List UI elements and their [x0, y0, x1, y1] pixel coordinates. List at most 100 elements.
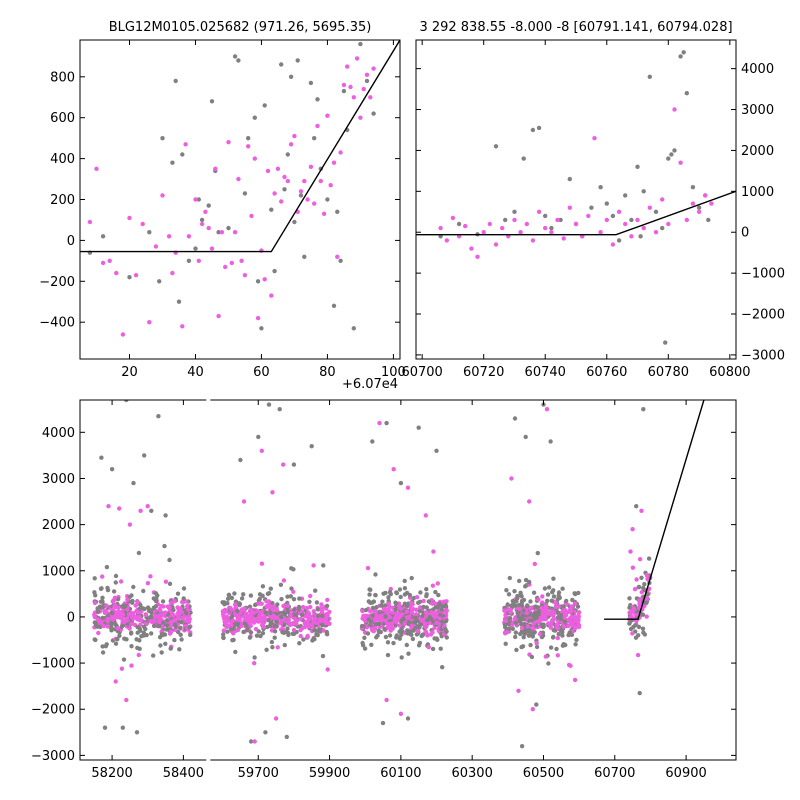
data-point-gray — [162, 543, 167, 549]
data-point-magenta — [229, 619, 234, 625]
data-point-gray — [560, 629, 565, 635]
data-point-magenta — [348, 84, 353, 90]
data-point-gray — [435, 605, 440, 610]
y-tick-label: −2000 — [31, 703, 75, 718]
data-point-gray — [233, 649, 238, 655]
y-tick-label: −2000 — [741, 308, 785, 323]
data-point-gray — [506, 621, 511, 627]
data-point-gray — [284, 629, 289, 634]
data-point-gray — [134, 730, 140, 735]
data-point-gray — [520, 613, 525, 618]
data-point-gray — [279, 62, 284, 67]
data-point-gray — [424, 605, 429, 610]
data-point-magenta — [432, 625, 437, 631]
data-point-gray — [100, 650, 106, 655]
data-point-gray — [247, 635, 253, 640]
data-point-magenta — [311, 609, 316, 614]
data-point-magenta — [180, 600, 186, 605]
data-point-magenta — [236, 176, 241, 182]
data-point-gray — [151, 623, 157, 629]
data-point-gray — [258, 633, 263, 639]
data-point-gray — [443, 619, 449, 624]
data-point-gray — [179, 637, 184, 642]
data-point-magenta — [232, 230, 238, 235]
data-point-gray — [402, 578, 407, 584]
data-point-gray — [109, 467, 115, 472]
x-tick-label: 60700 — [594, 766, 635, 781]
data-point-gray — [368, 600, 373, 605]
data-point-magenta — [138, 508, 143, 513]
data-point-magenta — [115, 626, 121, 631]
data-point-gray — [288, 74, 294, 80]
data-point-magenta — [402, 621, 407, 627]
data-point-magenta — [632, 587, 638, 592]
data-point-gray — [530, 127, 536, 133]
data-point-gray — [681, 50, 686, 55]
data-point-magenta — [438, 225, 443, 231]
data-point-gray — [512, 416, 518, 421]
data-point-magenta — [647, 205, 652, 210]
data-point-magenta — [110, 617, 116, 622]
data-point-magenta — [361, 614, 366, 620]
data-point-gray — [526, 633, 532, 638]
data-point-magenta — [561, 624, 567, 629]
data-point-gray — [383, 614, 388, 619]
data-point-magenta — [92, 600, 98, 606]
data-point-gray — [165, 623, 170, 628]
data-point-magenta — [272, 191, 277, 196]
data-point-magenta — [148, 619, 153, 624]
data-point-magenta — [623, 221, 628, 227]
data-point-magenta — [546, 611, 551, 616]
data-point-magenta — [567, 205, 572, 210]
data-point-magenta — [469, 246, 474, 251]
data-point-gray — [524, 604, 530, 609]
data-point-gray — [542, 586, 548, 591]
data-point-gray — [384, 420, 389, 426]
data-point-magenta — [398, 711, 404, 716]
data-point-gray — [269, 207, 274, 212]
data-point-magenta — [223, 264, 228, 270]
data-point-gray — [177, 647, 182, 652]
data-point-gray — [558, 616, 564, 622]
data-point-gray — [102, 725, 108, 730]
y-tick-label: −1000 — [31, 657, 75, 672]
data-point-gray — [255, 279, 261, 284]
data-point-gray — [513, 620, 519, 625]
data-point-magenta — [532, 561, 537, 567]
data-point-magenta — [481, 230, 486, 235]
data-point-gray — [534, 702, 539, 707]
data-point-gray — [672, 148, 677, 153]
x-tick-label: 59700 — [238, 766, 279, 781]
data-point-gray — [279, 596, 284, 602]
data-point-magenta — [139, 618, 144, 623]
data-point-magenta — [130, 611, 136, 616]
y-tick-label: 2000 — [42, 518, 75, 533]
data-point-magenta — [259, 448, 264, 453]
x-tick-label: 80 — [319, 365, 336, 380]
data-point-gray — [181, 586, 187, 591]
plot-area — [80, 40, 400, 337]
data-point-gray — [163, 513, 168, 518]
data-point-magenta — [319, 606, 324, 611]
data-point-gray — [404, 642, 409, 648]
data-point-magenta — [517, 606, 523, 612]
data-point-magenta — [303, 621, 309, 626]
data-point-gray — [221, 632, 226, 637]
data-point-magenta — [87, 219, 93, 225]
data-point-magenta — [175, 611, 181, 616]
data-point-gray — [193, 246, 198, 251]
data-point-gray — [100, 644, 105, 649]
data-point-magenta — [311, 563, 316, 568]
data-point-gray — [256, 434, 261, 440]
data-point-magenta — [137, 614, 142, 620]
y-tick-label: 2000 — [741, 144, 774, 159]
y-tick-label: 400 — [50, 152, 75, 167]
data-point-magenta — [354, 56, 360, 61]
data-point-magenta — [221, 614, 226, 619]
data-point-gray — [380, 720, 386, 726]
data-point-gray — [288, 594, 293, 599]
data-point-magenta — [361, 86, 366, 92]
data-point-gray — [373, 572, 378, 577]
data-point-gray — [229, 595, 235, 601]
